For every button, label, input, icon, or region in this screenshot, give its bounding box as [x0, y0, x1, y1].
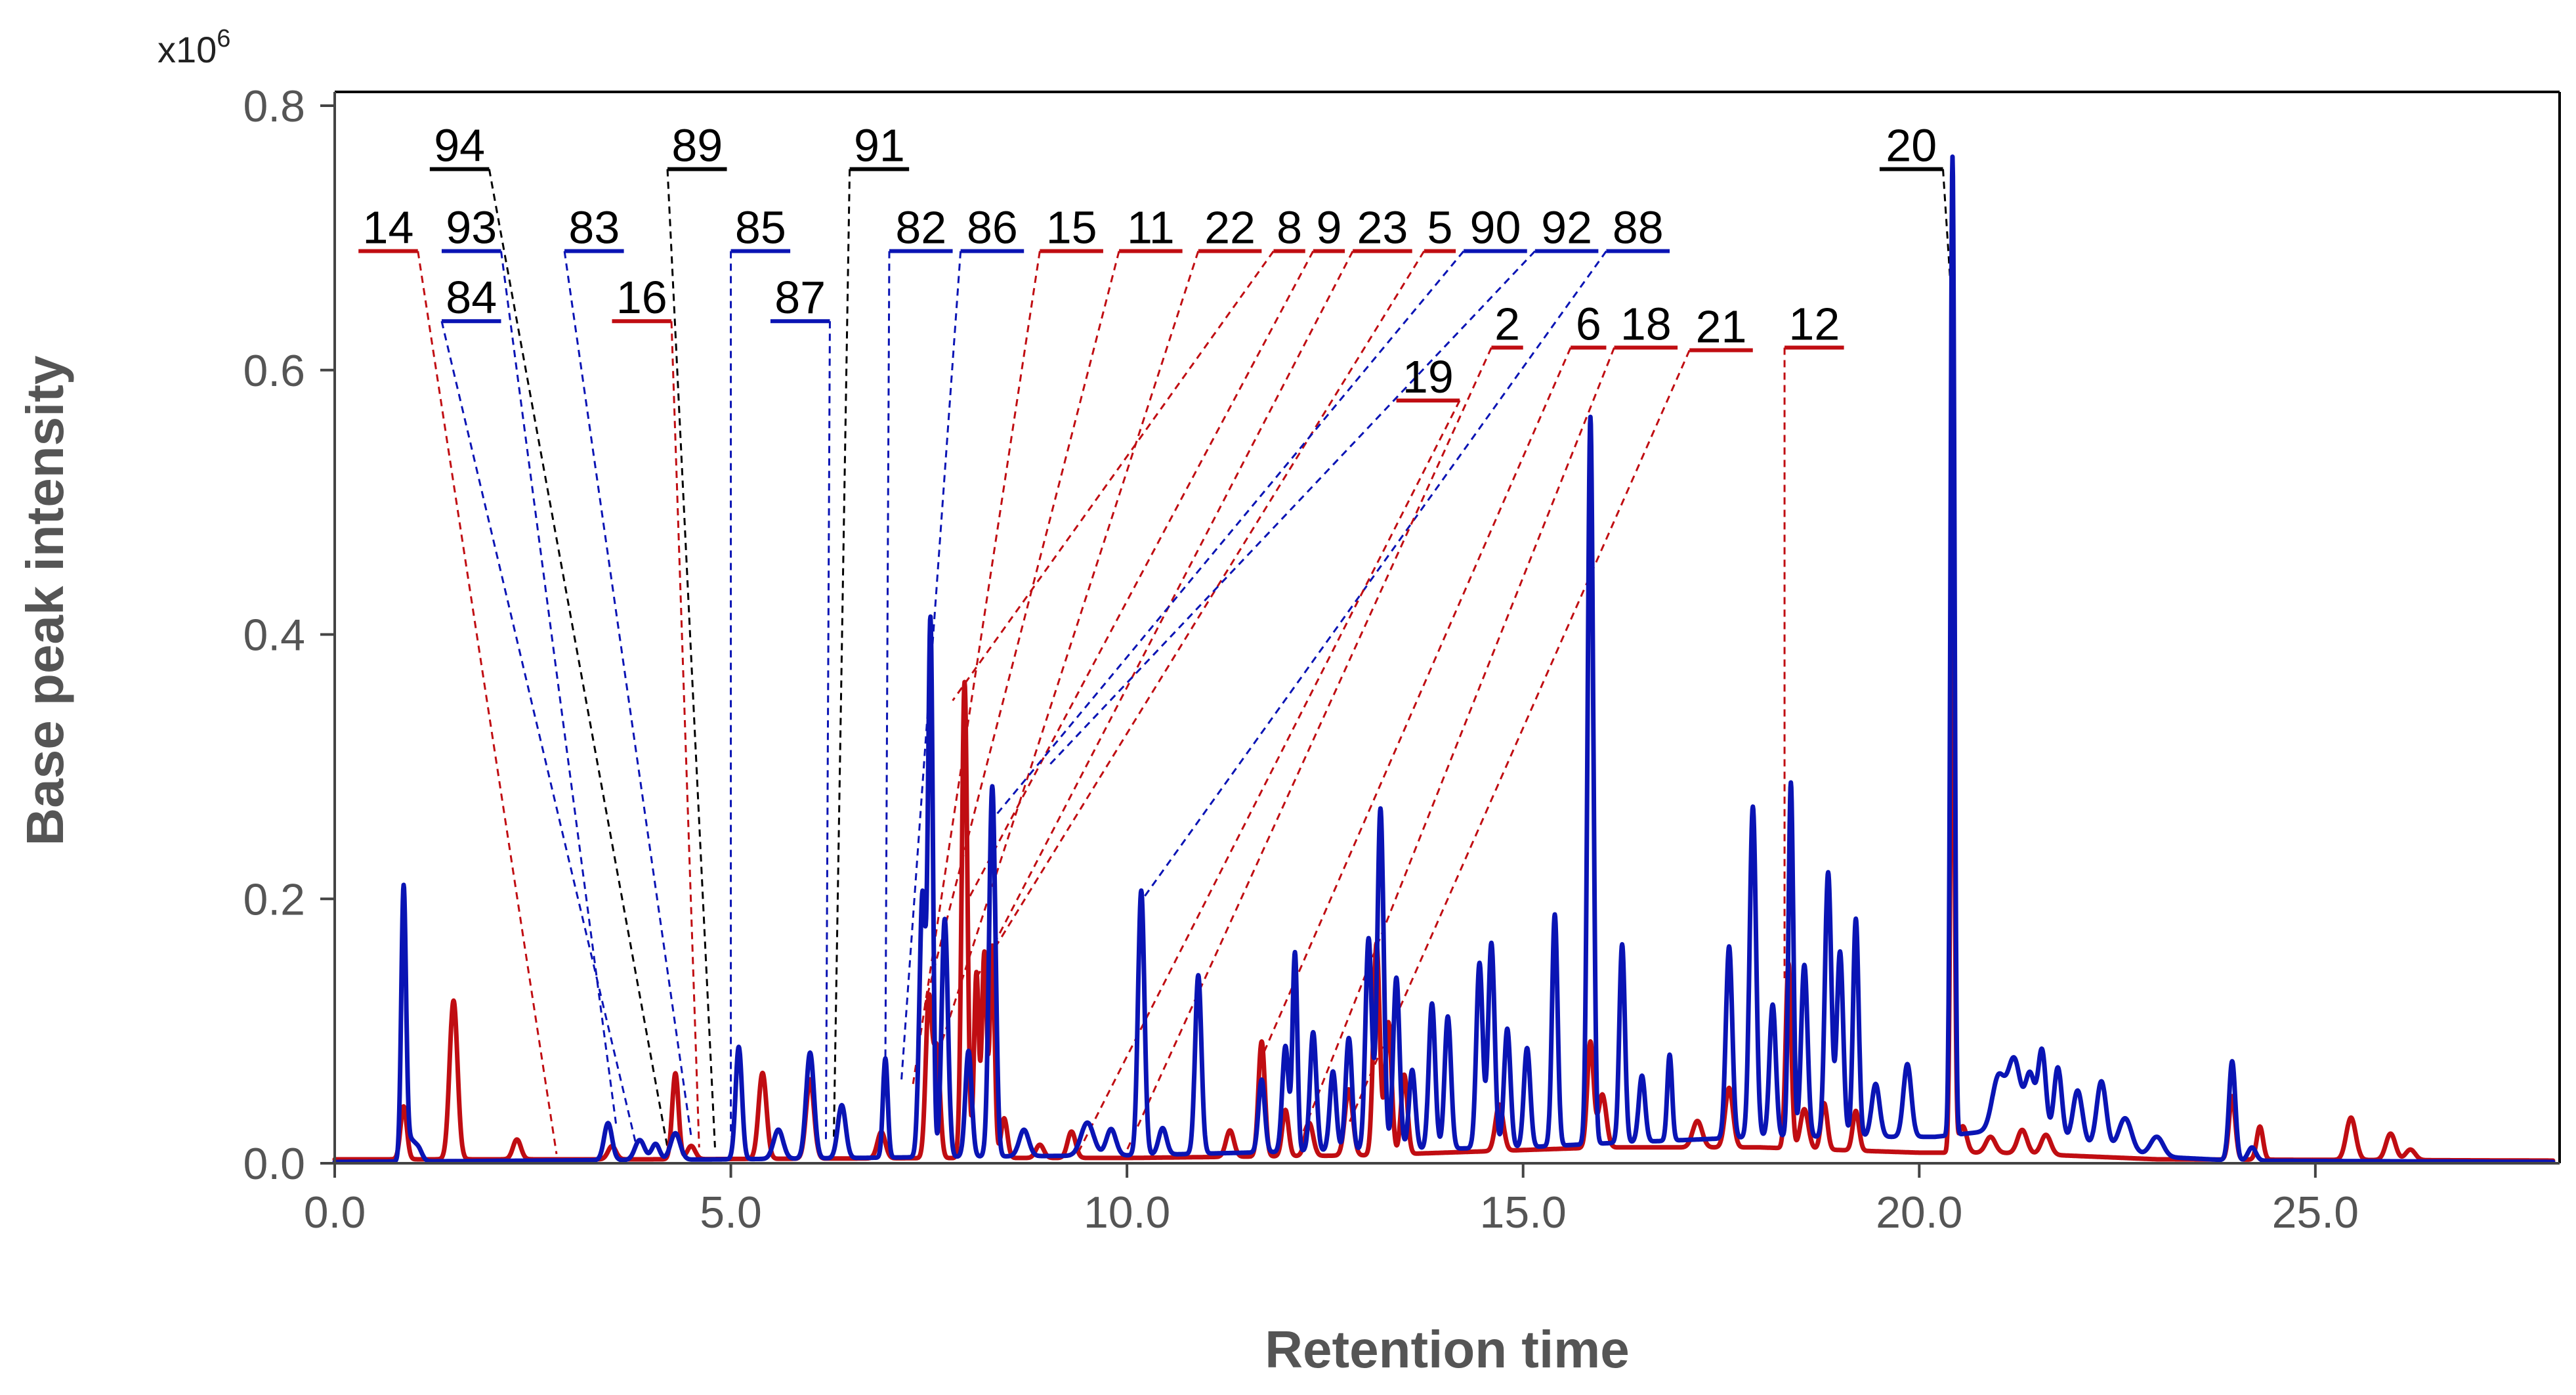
peak-label-87: 87: [774, 272, 826, 323]
peak-annotations: [417, 169, 1953, 1155]
leader-line-16: [670, 321, 700, 1148]
peak-label-93: 93: [446, 202, 497, 253]
peak-label-14: 14: [363, 202, 414, 253]
peak-label-19: 19: [1403, 351, 1454, 402]
leader-line-14: [417, 251, 558, 1155]
leader-line-2: [1126, 347, 1492, 1151]
peak-label-82: 82: [895, 202, 946, 253]
leader-line-22: [936, 251, 1200, 1058]
leader-line-88: [1142, 250, 1607, 900]
leader-line-92: [1047, 250, 1536, 767]
leader-line-9: [967, 250, 1315, 899]
trace-lines: [332, 154, 2556, 1165]
x-tick-label: 10.0: [1084, 1188, 1170, 1237]
leader-line-18: [1300, 347, 1615, 1138]
peak-label-84: 84: [446, 272, 497, 323]
x-tick-label: 25.0: [2272, 1188, 2359, 1237]
axes: 0.0 0.2 0.4 0.6 0.8 0.0 5.0 10.0 15.0 20.0 25.0: [243, 81, 2561, 1237]
peak-label-15: 15: [1046, 202, 1097, 253]
x-tick-label: 5.0: [700, 1188, 762, 1237]
x-tick-label: 20.0: [1876, 1188, 1962, 1237]
peak-label-8: 8: [1277, 202, 1302, 253]
leader-line-84: [440, 320, 637, 1144]
peak-label-22: 22: [1204, 202, 1256, 253]
y-tick-label: 0.4: [243, 611, 305, 660]
y-tick-label: 0.0: [243, 1139, 305, 1189]
leader-line-8: [952, 250, 1275, 702]
peak-label-86: 86: [967, 202, 1018, 253]
leader-line-93: [500, 251, 618, 1124]
blue-trace-line: [332, 154, 2556, 1165]
y-tick-label: 0.2: [243, 874, 305, 924]
x-axis-title: Retention time: [1265, 1320, 1630, 1379]
peak-label-91: 91: [854, 120, 905, 171]
leader-line-90: [991, 250, 1465, 821]
x-tick-label: 15.0: [1480, 1188, 1567, 1237]
leader-line-21: [1347, 349, 1691, 1125]
x-tick-label: 0.0: [304, 1188, 366, 1237]
peak-label-12: 12: [1788, 299, 1840, 350]
y-axis-title: Base peak intensity: [16, 355, 74, 846]
peak-label-94: 94: [434, 120, 485, 171]
y-multiplier-base: x10: [158, 29, 217, 70]
y-multiplier: x106: [158, 25, 230, 70]
peak-label-9: 9: [1316, 202, 1341, 253]
peak-label-5: 5: [1427, 202, 1452, 253]
peak-label-90: 90: [1470, 202, 1521, 253]
peak-label-6: 6: [1576, 299, 1601, 350]
y-multiplier-exponent: 6: [217, 25, 230, 53]
peak-label-18: 18: [1620, 299, 1672, 350]
y-tick-label: 0.6: [243, 346, 305, 396]
peak-label-89: 89: [671, 120, 723, 171]
peak-label-16: 16: [616, 272, 667, 323]
peak-label-85: 85: [735, 202, 786, 253]
peak-label-11: 11: [1127, 202, 1175, 253]
y-tick-label: 0.8: [243, 81, 305, 131]
peak-label-21: 21: [1696, 301, 1747, 353]
peak-label-83: 83: [568, 202, 620, 253]
leader-line-6: [1260, 347, 1572, 1058]
leader-line-89: [666, 169, 716, 1148]
leader-line-11: [923, 251, 1120, 1005]
peak-label-23: 23: [1357, 202, 1408, 253]
leader-line-94: [488, 169, 669, 1148]
peak-label-20: 20: [1886, 120, 1937, 171]
peak-label-88: 88: [1613, 202, 1664, 253]
peak-label-92: 92: [1541, 202, 1592, 253]
leader-line-5: [983, 250, 1425, 966]
peak-label-2: 2: [1494, 299, 1520, 350]
